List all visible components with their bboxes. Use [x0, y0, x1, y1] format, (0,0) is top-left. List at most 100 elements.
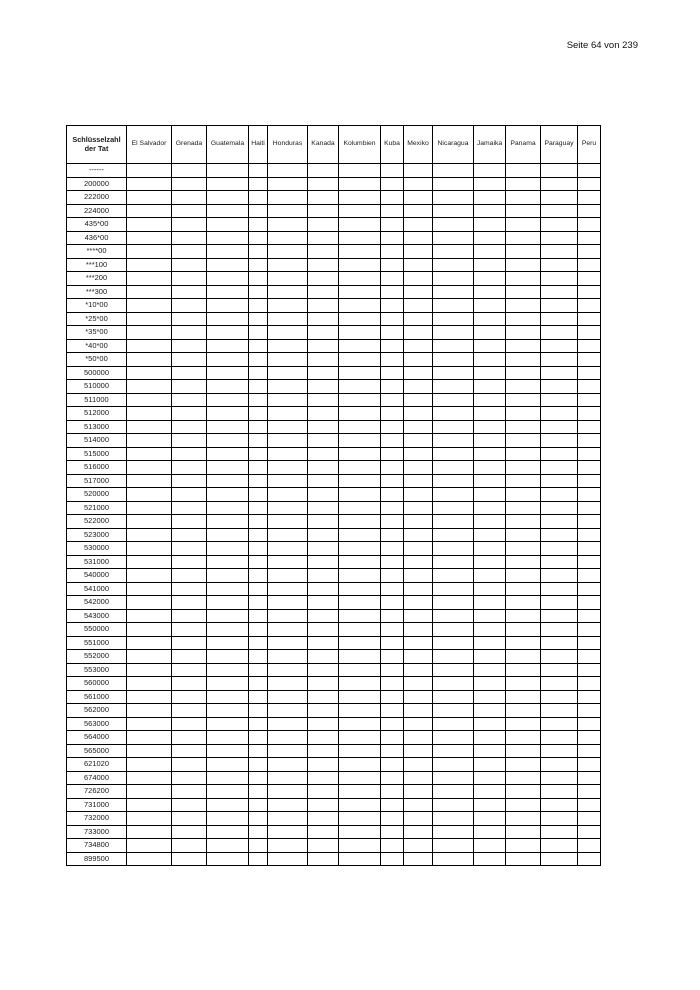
value-cell: [267, 797, 308, 812]
value-cell: [473, 662, 506, 677]
value-cell: [171, 284, 207, 299]
value-cell: [248, 392, 268, 407]
value-cell: [380, 608, 404, 623]
value-cell: [577, 284, 601, 299]
value-cell: [307, 770, 339, 785]
value-cell: [126, 284, 172, 299]
value-cell: [432, 689, 474, 704]
value-cell: [206, 730, 249, 745]
value-cell: [307, 851, 339, 866]
value-cell: [403, 527, 433, 542]
value-cell: [206, 500, 249, 515]
value-cell: [267, 406, 308, 421]
value-cell: [307, 406, 339, 421]
value-cell: [338, 419, 381, 434]
value-cell: [171, 743, 207, 758]
value-cell: [307, 649, 339, 664]
value-cell: [432, 500, 474, 515]
value-cell: [380, 257, 404, 272]
value-cell: [206, 473, 249, 488]
value-cell: [171, 203, 207, 218]
table-row: 543000: [66, 608, 601, 623]
value-cell: [206, 514, 249, 529]
value-cell: [267, 460, 308, 475]
value-cell: [505, 271, 541, 286]
value-cell: [206, 851, 249, 866]
value-cell: [505, 163, 541, 178]
value-cell: [126, 271, 172, 286]
table-row: 732000: [66, 811, 601, 826]
value-cell: [380, 379, 404, 394]
value-cell: [267, 298, 308, 313]
value-cell: [171, 757, 207, 772]
value-cell: [505, 635, 541, 650]
value-cell: [380, 271, 404, 286]
value-cell: [540, 784, 578, 799]
value-cell: [206, 676, 249, 691]
value-cell: [403, 635, 433, 650]
value-cell: [540, 797, 578, 812]
value-cell: [403, 352, 433, 367]
value-cell: [432, 203, 474, 218]
value-cell: [307, 460, 339, 475]
value-cell: [403, 649, 433, 664]
value-cell: [307, 676, 339, 691]
table-row: 436*00: [66, 230, 601, 245]
value-cell: [577, 257, 601, 272]
key-cell: ***200: [66, 271, 127, 286]
value-cell: [307, 325, 339, 340]
table-row: 551000: [66, 635, 601, 650]
table-row: 561000: [66, 689, 601, 704]
value-cell: [171, 271, 207, 286]
value-cell: [403, 365, 433, 380]
value-cell: [403, 770, 433, 785]
table-row: 516000: [66, 460, 601, 475]
value-cell: [248, 743, 268, 758]
value-cell: [307, 662, 339, 677]
value-cell: [126, 406, 172, 421]
value-cell: [248, 649, 268, 664]
value-cell: [403, 244, 433, 259]
table-row: 522000: [66, 514, 601, 529]
key-cell: 565000: [66, 743, 127, 758]
value-cell: [267, 811, 308, 826]
value-cell: [380, 622, 404, 637]
value-cell: [206, 433, 249, 448]
table-row: 565000: [66, 743, 601, 758]
value-cell: [206, 811, 249, 826]
table-row: 200000: [66, 176, 601, 191]
table-row: 521000: [66, 500, 601, 515]
value-cell: [505, 676, 541, 691]
value-cell: [380, 352, 404, 367]
value-cell: [171, 365, 207, 380]
value-cell: [171, 689, 207, 704]
value-cell: [267, 379, 308, 394]
value-cell: [577, 608, 601, 623]
column-header: Mexiko: [403, 125, 433, 164]
value-cell: [577, 419, 601, 434]
value-cell: [403, 743, 433, 758]
key-cell: 436*00: [66, 230, 127, 245]
value-cell: [473, 770, 506, 785]
value-cell: [577, 757, 601, 772]
value-cell: [267, 473, 308, 488]
key-cell: 560000: [66, 676, 127, 691]
value-cell: [577, 743, 601, 758]
table-row: ****00: [66, 244, 601, 259]
key-cell: 551000: [66, 635, 127, 650]
value-cell: [171, 379, 207, 394]
value-cell: [540, 757, 578, 772]
value-cell: [380, 163, 404, 178]
value-cell: [577, 325, 601, 340]
value-cell: [171, 676, 207, 691]
value-cell: [403, 541, 433, 556]
value-cell: [267, 446, 308, 461]
column-header: Guatemala: [206, 125, 249, 164]
value-cell: [432, 325, 474, 340]
value-cell: [248, 770, 268, 785]
value-cell: [267, 500, 308, 515]
table-row: 517000: [66, 473, 601, 488]
key-cell: 513000: [66, 419, 127, 434]
value-cell: [307, 595, 339, 610]
value-cell: [540, 514, 578, 529]
